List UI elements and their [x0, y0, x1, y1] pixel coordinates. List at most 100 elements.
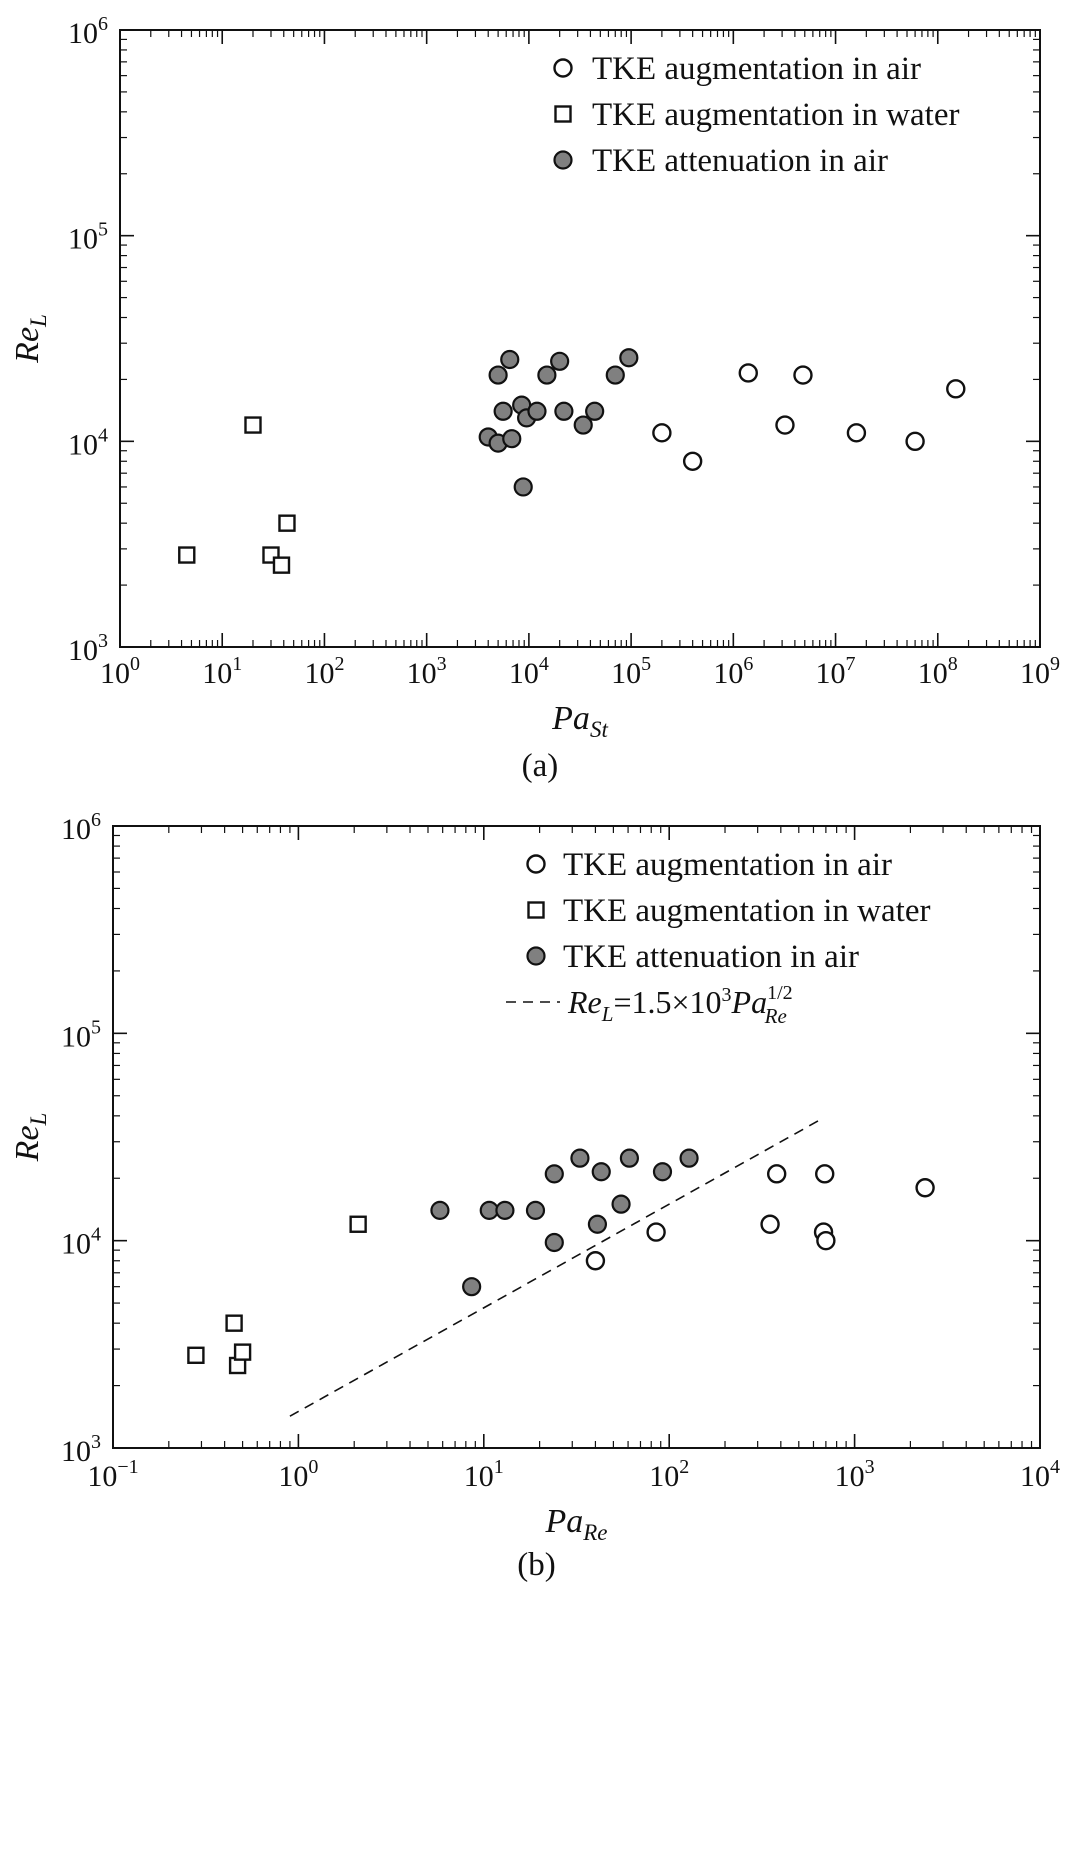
panel-label: (b): [517, 1547, 555, 1583]
axis-title-subscript: L: [26, 314, 51, 328]
tick-exponent: 5: [98, 219, 108, 241]
series-2: [178, 416, 296, 574]
x-axis-ticks: [112, 826, 1041, 1448]
tick-exponent: 6: [91, 809, 101, 831]
tick-base: 10: [100, 657, 130, 690]
tick-base: 10: [611, 657, 641, 690]
data-point: [793, 365, 813, 385]
tick-base: 10: [835, 1460, 865, 1493]
tick-exponent: 4: [1050, 1456, 1060, 1478]
tick-base: 10: [61, 1020, 91, 1053]
tick-exponent: 7: [846, 653, 856, 675]
tick-base: 10: [68, 17, 98, 50]
tick-base: 10: [61, 813, 91, 846]
data-point: [272, 556, 291, 574]
x-tick-label: 102: [304, 653, 344, 690]
y-tick-label: 103: [61, 1431, 101, 1468]
fit-line-equation: ReL=1.5×103Pa1/2 Re: [567, 982, 793, 1028]
data-point: [846, 423, 867, 443]
series-1: [585, 1164, 935, 1271]
legend-label: TKE attenuation in air: [563, 939, 859, 975]
data-point: [513, 477, 533, 497]
eq-lhs-subscript: L: [601, 1002, 614, 1026]
tick-base: 10: [61, 1435, 91, 1468]
axis-title-subscript: St: [590, 717, 609, 742]
tick-base: 10: [649, 1460, 679, 1493]
y-tick-label: 104: [68, 424, 108, 461]
data-point: [905, 431, 925, 452]
tick-base: 10: [87, 1460, 117, 1493]
y-tick-label: 105: [68, 219, 108, 256]
data-point: [816, 1230, 836, 1251]
tick-exponent: 8: [948, 653, 958, 675]
y-axis-ticks: [120, 29, 1040, 648]
data-point: [587, 1214, 608, 1234]
data-point: [527, 401, 547, 421]
tick-base: 10: [68, 428, 98, 461]
data-point: [178, 546, 196, 564]
axis-title-subscript: Re: [582, 1520, 607, 1545]
x-tick-label: 105: [611, 653, 651, 690]
data-point: [946, 379, 966, 399]
tick-exponent: 6: [98, 13, 108, 35]
tick-base: 10: [713, 657, 743, 690]
tick-base: 10: [68, 634, 98, 667]
tick-exponent: 1: [494, 1456, 504, 1478]
tick-base: 10: [61, 1228, 91, 1261]
axis-title-base: Pa: [544, 1503, 583, 1540]
x-tick-label: 100: [278, 1456, 318, 1493]
tick-exponent: −1: [117, 1456, 138, 1478]
legend-label: TKE augmentation in air: [563, 847, 892, 883]
legend-label: TKE augmentation in air: [592, 51, 921, 87]
data-point: [573, 415, 593, 435]
data-point: [611, 1194, 631, 1214]
data-point: [775, 415, 795, 435]
series-3: [478, 348, 639, 497]
x-axis-title: PaRe: [544, 1503, 607, 1545]
y-tick-label: 106: [61, 809, 101, 846]
x-tick-label: 10−1: [87, 1456, 138, 1493]
data-point: [225, 1314, 243, 1332]
x-tick-label: 103: [407, 653, 447, 690]
data-point: [554, 401, 574, 421]
data-point: [585, 401, 605, 421]
legend: TKE augmentation in air TKE augmentation …: [553, 51, 959, 179]
tick-base: 10: [407, 657, 437, 690]
data-point: [652, 1162, 673, 1182]
x-tick-label: 104: [1020, 1456, 1060, 1493]
tick-exponent: 6: [743, 653, 753, 675]
x-tick-label: 106: [713, 653, 753, 690]
eq-rhs-subscript: Re: [764, 1004, 787, 1028]
eq-rhs: Pa: [731, 984, 768, 1020]
data-point: [646, 1222, 666, 1242]
legend-label: TKE augmentation in water: [592, 97, 959, 133]
y-axis-ticks: [113, 825, 1040, 1449]
data-point: [605, 365, 625, 385]
tick-exponent: 2: [679, 1456, 689, 1478]
tick-exponent: 1: [232, 653, 242, 675]
data-point: [550, 351, 570, 371]
data-point: [430, 1200, 450, 1220]
series-2: [187, 1215, 367, 1375]
data-point: [915, 1178, 935, 1198]
tick-exponent: 4: [91, 1224, 101, 1246]
data-point: [652, 423, 672, 443]
y-axis-title: ReL: [9, 314, 51, 364]
tick-base: 10: [304, 657, 334, 690]
series-1: [652, 363, 966, 471]
data-point: [585, 1251, 606, 1271]
panel-a-chart: 100 101 102 103 104 105 106 107 108 1091031041051…: [9, 13, 1060, 784]
tick-exponent: 5: [641, 653, 651, 675]
data-point: [815, 1164, 835, 1184]
x-tick-label: 109: [1020, 653, 1060, 690]
y-tick-label: 106: [68, 13, 108, 50]
panel-label: (a): [522, 748, 559, 784]
data-point: [544, 1232, 564, 1253]
tick-base: 10: [68, 223, 98, 256]
axis-title-base: Re: [9, 327, 46, 364]
data-point: [278, 514, 296, 532]
data-point: [544, 1164, 564, 1184]
data-point: [591, 1162, 611, 1182]
tick-exponent: 0: [308, 1456, 318, 1478]
data-point: [500, 349, 520, 370]
